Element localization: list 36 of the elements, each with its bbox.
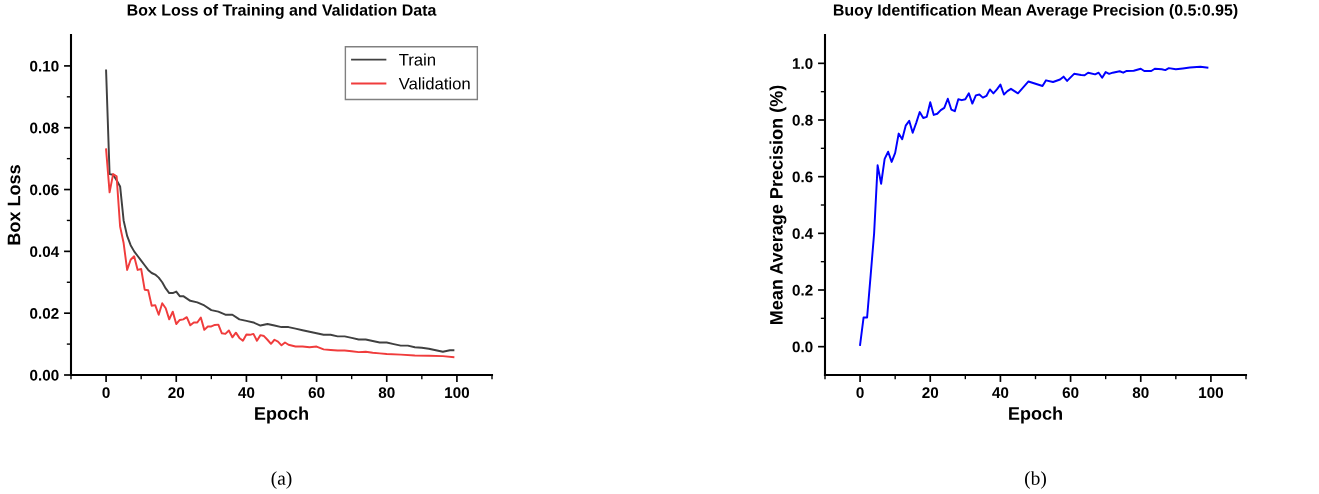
x-tick-label: 100 [445,387,470,399]
x-tick-label: 100 [1199,387,1224,399]
chart-title: Buoy Identification Mean Average Precision (0.5:0.95) [833,3,1238,19]
x-tick-label: 80 [378,387,395,399]
legend-label: Train [399,53,435,66]
chart-title: Box Loss of Training and Validation Data [127,3,437,19]
x-tick-label: 0 [102,387,110,399]
x-tick-label: 20 [168,387,185,399]
y-tick-label: 0.00 [30,369,59,381]
x-axis-title: Epoch [1009,406,1062,424]
x-axis-title: Epoch [255,406,308,424]
y-tick-label: 1.0 [792,58,813,70]
y-tick-label: 0.06 [30,184,59,196]
y-tick-label: 0.10 [30,60,59,72]
y-tick-label: 0.2 [792,284,813,296]
text: (b) [1025,471,1046,489]
x-tick-label: 0 [856,387,864,399]
y-tick-label: 0.02 [30,308,59,319]
line-series [859,65,1209,346]
y-tick-label: 0.04 [30,246,60,258]
x-tick-label: 60 [1062,387,1079,399]
x-tick-label: 60 [308,387,325,399]
y-tick-label: 0.08 [30,122,59,134]
text: (a) [271,471,292,489]
x-tick-label: 40 [238,387,255,399]
line-series [105,148,455,359]
x-tick-label: 40 [992,387,1009,399]
y-axis-title: Mean Average Precision (%) [769,85,787,325]
x-tick-label: 80 [1132,387,1149,399]
x-tick-label: 20 [922,387,939,399]
y-tick-label: 0.4 [792,228,814,240]
legend-label: Validation [398,77,470,90]
y-tick-label: 0.6 [792,171,813,183]
y-tick-label: 0.0 [792,341,813,353]
y-tick-label: 0.8 [792,114,813,126]
y-axis-title: Box Loss [7,165,21,245]
